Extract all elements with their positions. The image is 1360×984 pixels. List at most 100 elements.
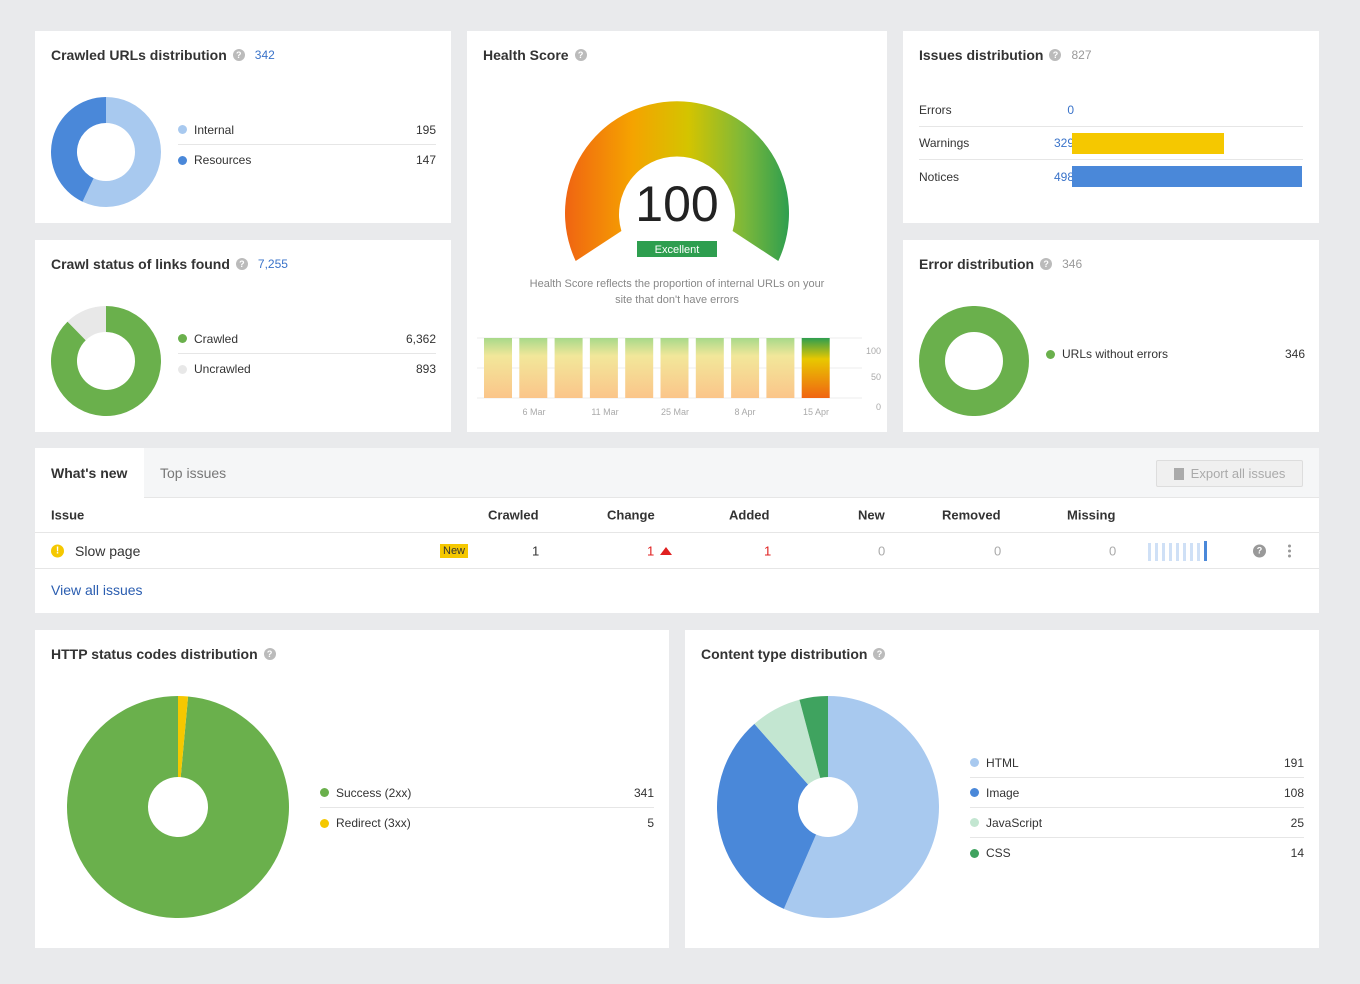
help-icon[interactable]: ? [574, 49, 587, 61]
x-tick-label: 8 Apr [734, 407, 755, 417]
http-status-donut[interactable] [67, 696, 289, 918]
card-count: 346 [1062, 257, 1083, 271]
health-gauge: 100 Excellent [565, 101, 789, 261]
help-icon[interactable]: ? [1040, 258, 1053, 270]
legend-item-html[interactable]: HTML 191 [970, 748, 1304, 778]
content-type-donut[interactable] [717, 696, 939, 918]
legend-item-css[interactable]: CSS 14 [970, 838, 1304, 868]
legend-item-redirect[interactable]: Redirect (3xx) 5 [320, 808, 654, 838]
card-count[interactable]: 342 [254, 48, 275, 62]
crawled-urls-donut[interactable] [51, 97, 161, 207]
legend-item-javascript[interactable]: JavaScript 25 [970, 808, 1304, 838]
help-icon[interactable]: ? [232, 49, 245, 61]
donut-slice-resources[interactable] [51, 97, 106, 202]
legend-dot [178, 334, 187, 343]
card-title-text: Issues distribution [919, 47, 1044, 63]
issues-row-warnings[interactable]: Warnings 329 [919, 127, 1303, 160]
donut-slice-crawled[interactable] [51, 306, 161, 416]
donut-slice-image[interactable] [717, 723, 817, 909]
tab-top-issues[interactable]: Top issues [144, 448, 254, 498]
health-history-bar[interactable] [625, 338, 654, 398]
column-header-added[interactable]: Added [729, 507, 770, 523]
health-history-bar[interactable] [695, 338, 724, 398]
legend-dot [970, 788, 979, 797]
trend-sparkline[interactable] [1148, 540, 1207, 561]
donut-slice-redirect-3xx[interactable] [178, 696, 189, 778]
crawl-status-legend: Crawled 6,362 Uncrawled 893 [178, 324, 436, 384]
crawled-value[interactable]: 1 [532, 543, 540, 558]
export-icon [1173, 467, 1184, 480]
issue-name-link[interactable]: Slow page [75, 542, 141, 559]
help-icon[interactable]: ? [263, 648, 276, 660]
y-tick-label: 0 [876, 402, 881, 412]
column-header-issue: Issue [51, 507, 85, 523]
issues-row-value[interactable]: 0 [1067, 103, 1074, 117]
legend-value: 346 [1284, 347, 1305, 361]
health-history-chart[interactable]: 100 50 0 6 Mar 11 Mar 25 Mar 8 Apr 15 Ap… [477, 331, 882, 426]
issues-bar-warnings[interactable] [1072, 133, 1224, 154]
x-tick-label: 11 Mar [591, 407, 618, 417]
legend-item-resources[interactable]: Resources 147 [178, 145, 436, 175]
help-icon[interactable]: ? [1049, 49, 1062, 61]
issues-row-errors[interactable]: Errors 0 [919, 94, 1303, 127]
health-score-value: 100 [635, 176, 718, 232]
column-header-missing[interactable]: Missing [1067, 507, 1116, 523]
gauge-arc [565, 101, 789, 261]
legend-dot [1046, 349, 1055, 359]
crawl-status-donut[interactable] [51, 306, 161, 416]
health-history-bar[interactable] [589, 338, 618, 398]
donut-slice-html[interactable] [783, 696, 939, 918]
legend-item-crawled[interactable]: Crawled 6,362 [178, 324, 436, 354]
column-header-crawled[interactable]: Crawled [488, 507, 539, 523]
column-header-new[interactable]: New [858, 507, 885, 523]
donut-slice-javascript[interactable] [754, 699, 821, 785]
error-distribution-donut[interactable] [919, 306, 1029, 416]
health-history-bar[interactable] [660, 338, 689, 398]
legend-item-image[interactable]: Image 108 [970, 778, 1304, 808]
donut-slice-uncrawled[interactable] [67, 306, 106, 341]
health-history-bar[interactable] [484, 338, 512, 398]
issues-distribution-title: Issues distribution ? 827 [919, 47, 1092, 63]
legend-item-uncrawled[interactable]: Uncrawled 893 [178, 354, 436, 384]
issues-row-label: Errors [919, 103, 952, 117]
health-badge-label: Excellent [655, 244, 700, 256]
table-row[interactable]: ! Slow page New 1 1 1 0 0 0 ? [35, 533, 1319, 569]
crawl-status-title: Crawl status of links found ? 7,255 [51, 256, 288, 272]
tab-whats-new[interactable]: What's new [35, 448, 144, 499]
card-title-text: Health Score [483, 47, 569, 63]
health-description-line: site that don't have errors [615, 294, 739, 306]
legend-item-internal[interactable]: Internal 195 [178, 115, 436, 145]
health-description: Health Score reflects the proportion of … [487, 276, 867, 308]
issues-bar-notices[interactable] [1072, 166, 1302, 187]
donut-slice-internal[interactable] [82, 97, 161, 207]
issues-row-value[interactable]: 329 [1053, 136, 1074, 150]
legend-label: Success (2xx) [336, 785, 412, 800]
donut-slice-urls-without-errors[interactable] [919, 306, 1029, 416]
issues-row-notices[interactable]: Notices 498 [919, 160, 1303, 193]
health-history-bar[interactable] [801, 338, 830, 398]
health-history-bar[interactable] [519, 338, 548, 398]
donut-slice-css[interactable] [799, 696, 828, 779]
column-header-change[interactable]: Change [607, 507, 655, 523]
more-options-icon[interactable] [1288, 544, 1291, 557]
health-history-bar[interactable] [731, 338, 760, 398]
health-history-bar[interactable] [766, 338, 795, 398]
help-icon[interactable]: ? [1253, 544, 1266, 557]
legend-item-urls-without-errors[interactable]: URLs without errors 346 [1046, 339, 1305, 369]
help-icon[interactable]: ? [235, 258, 248, 270]
legend-item-success[interactable]: Success (2xx) 341 [320, 778, 654, 808]
content-type-card: Content type distribution ? HTML 191 Ima… [685, 630, 1319, 948]
view-all-issues-link[interactable]: View all issues [51, 582, 143, 598]
donut-slice-success-2xx[interactable] [67, 696, 289, 918]
content-type-title: Content type distribution ? [701, 646, 886, 662]
card-count[interactable]: 7,255 [257, 257, 288, 271]
export-all-issues-button[interactable]: Export all issues [1156, 460, 1303, 487]
whats-new-card: What's new Top issues Export all issues … [35, 448, 1319, 613]
column-header-removed[interactable]: Removed [942, 507, 1001, 523]
health-history-bar[interactable] [554, 338, 583, 398]
help-icon[interactable]: ? [873, 648, 886, 660]
removed-value: 0 [994, 543, 1002, 558]
issues-row-value[interactable]: 498 [1053, 169, 1074, 184]
added-value[interactable]: 1 [764, 543, 772, 558]
health-score-card: Health Score ? 100 Excellent Health Scor… [467, 31, 887, 432]
